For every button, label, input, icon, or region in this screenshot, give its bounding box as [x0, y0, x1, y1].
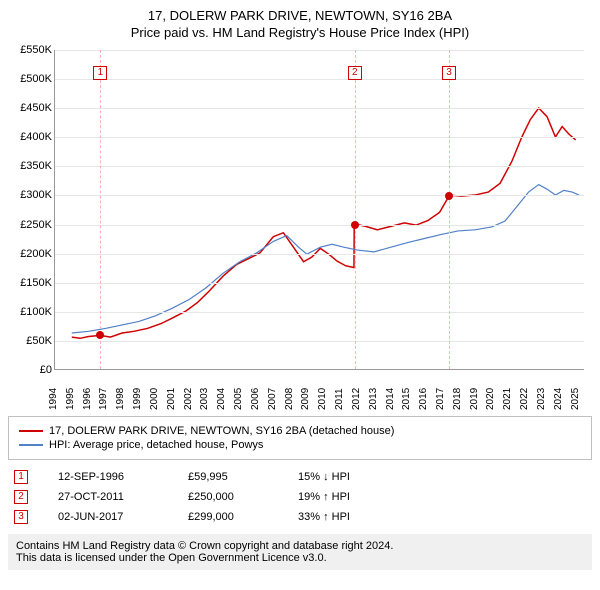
y-tick-label: £300K: [20, 189, 52, 201]
plot-area: 1 2 3: [54, 50, 584, 370]
sale-dot: [351, 221, 359, 229]
y-tick-label: £100K: [20, 306, 52, 318]
x-tick-label: 2009: [300, 388, 311, 410]
footer-line1: Contains HM Land Registry data © Crown c…: [16, 540, 584, 552]
x-tick-label: 2002: [183, 388, 194, 410]
sale-price: £250,000: [188, 491, 268, 503]
sale-date: 12-SEP-1996: [58, 471, 158, 483]
sale-dot: [96, 331, 104, 339]
sale-dot: [445, 192, 453, 200]
legend-item: 17, DOLERW PARK DRIVE, NEWTOWN, SY16 2BA…: [19, 425, 581, 437]
x-tick-label: 1994: [48, 388, 59, 410]
legend-item: HPI: Average price, detached house, Powy…: [19, 439, 581, 451]
sale-row-marker: 3: [14, 510, 28, 524]
sale-row: 3 02-JUN-2017 £299,000 33% ↑ HPI: [14, 510, 592, 524]
y-tick-label: £0: [40, 364, 52, 376]
x-tick-label: 2017: [435, 388, 446, 410]
x-tick-label: 2016: [418, 388, 429, 410]
y-tick-label: £200K: [20, 248, 52, 260]
chart: £0 £50K £100K £150K £200K £250K £300K £350K £400…: [8, 50, 592, 390]
sale-marker: 2: [348, 66, 362, 80]
footer-line2: This data is licensed under the Open Gov…: [16, 552, 584, 564]
x-tick-label: 1998: [115, 388, 126, 410]
y-axis: £0£50K£100K£150K£200K£250K£300K£350K£400…: [8, 50, 54, 370]
x-tick-label: 2019: [469, 388, 480, 410]
footer: Contains HM Land Registry data © Crown c…: [8, 534, 592, 570]
sale-change: 33% ↑ HPI: [298, 511, 398, 523]
x-tick-label: 2008: [284, 388, 295, 410]
x-tick-label: 2022: [519, 388, 530, 410]
x-tick-label: 2020: [485, 388, 496, 410]
x-tick-label: 2014: [385, 388, 396, 410]
x-tick-label: 1996: [82, 388, 93, 410]
x-tick-label: 2004: [216, 388, 227, 410]
y-tick-label: £50K: [26, 335, 52, 347]
sale-change: 19% ↑ HPI: [298, 491, 398, 503]
sale-date: 27-OCT-2011: [58, 491, 158, 503]
y-tick-label: £450K: [20, 102, 52, 114]
x-tick-label: 2003: [199, 388, 210, 410]
x-tick-label: 2011: [334, 388, 345, 410]
y-tick-label: £400K: [20, 131, 52, 143]
legend: 17, DOLERW PARK DRIVE, NEWTOWN, SY16 2BA…: [8, 416, 592, 460]
x-tick-label: 2012: [351, 388, 362, 410]
x-tick-label: 2015: [401, 388, 412, 410]
x-axis: 1994199519961997199819992000200120022003…: [54, 372, 584, 412]
x-tick-label: 2007: [267, 388, 278, 410]
y-tick-label: £550K: [20, 44, 52, 56]
y-tick-label: £500K: [20, 73, 52, 85]
sales-table: 1 12-SEP-1996 £59,995 15% ↓ HPI 2 27-OCT-2011…: [8, 470, 592, 524]
x-tick-label: 1997: [98, 388, 109, 410]
x-tick-label: 2025: [570, 388, 581, 410]
sale-marker: 3: [442, 66, 456, 80]
sale-row-marker: 2: [14, 490, 28, 504]
x-tick-label: 2024: [553, 388, 564, 410]
x-tick-label: 2000: [149, 388, 160, 410]
sale-row-marker: 1: [14, 470, 28, 484]
x-tick-label: 2001: [166, 388, 177, 410]
y-tick-label: £150K: [20, 277, 52, 289]
x-tick-label: 2005: [233, 388, 244, 410]
x-tick-label: 2010: [317, 388, 328, 410]
x-tick-label: 2013: [368, 388, 379, 410]
x-tick-label: 2023: [536, 388, 547, 410]
sale-marker: 1: [93, 66, 107, 80]
y-tick-label: £350K: [20, 160, 52, 172]
x-tick-label: 2018: [452, 388, 463, 410]
x-tick-label: 1995: [65, 388, 76, 410]
y-tick-label: £250K: [20, 219, 52, 231]
x-tick-label: 1999: [132, 388, 143, 410]
sale-date: 02-JUN-2017: [58, 511, 158, 523]
sale-price: £59,995: [188, 471, 268, 483]
legend-swatch: [19, 444, 43, 446]
x-tick-label: 2006: [250, 388, 261, 410]
x-tick-label: 2021: [502, 388, 513, 410]
sale-row: 2 27-OCT-2011 £250,000 19% ↑ HPI: [14, 490, 592, 504]
legend-label: 17, DOLERW PARK DRIVE, NEWTOWN, SY16 2BA…: [49, 425, 394, 437]
sale-row: 1 12-SEP-1996 £59,995 15% ↓ HPI: [14, 470, 592, 484]
chart-title: 17, DOLERW PARK DRIVE, NEWTOWN, SY16 2BA: [8, 8, 592, 23]
series-hpi: [72, 185, 579, 333]
sale-price: £299,000: [188, 511, 268, 523]
legend-swatch: [19, 430, 43, 432]
sale-change: 15% ↓ HPI: [298, 471, 398, 483]
legend-label: HPI: Average price, detached house, Powy…: [49, 439, 263, 451]
chart-lines: [55, 50, 584, 369]
chart-subtitle: Price paid vs. HM Land Registry's House …: [8, 25, 592, 40]
